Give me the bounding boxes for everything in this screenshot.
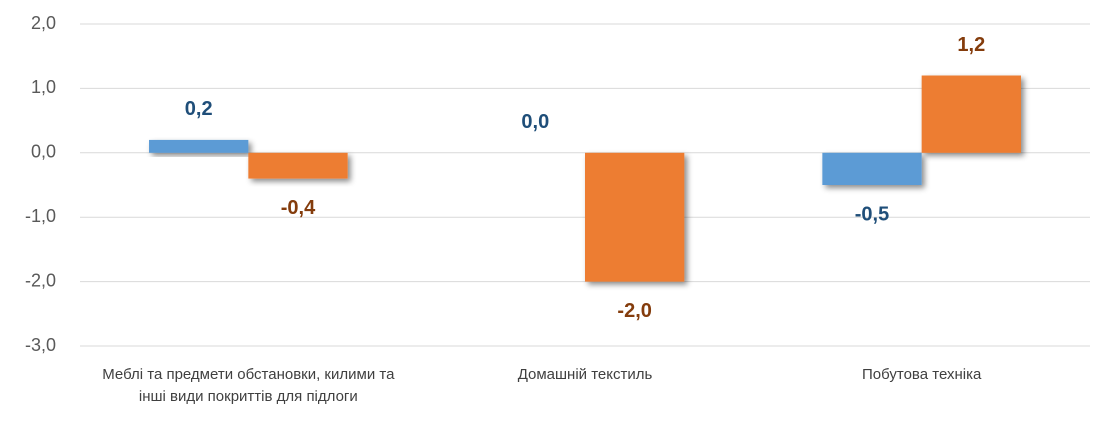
data-label: 0,0 [521, 111, 549, 133]
data-label: 0,2 [185, 98, 213, 120]
bar [149, 139, 249, 153]
bar [822, 152, 922, 185]
bar [921, 75, 1021, 153]
y-tick-label: 1,0 [31, 77, 56, 97]
y-tick-label: -2,0 [25, 270, 56, 290]
x-tick-label: Домашній текстиль [517, 366, 653, 383]
data-label: 1,2 [957, 34, 985, 56]
bar [248, 152, 348, 179]
x-tick-label: Меблі та предмети обстановки, килими та … [102, 366, 395, 405]
data-label: -2,0 [617, 300, 651, 322]
y-tick-label: 0,0 [31, 142, 56, 162]
y-tick-label: -1,0 [25, 206, 56, 226]
data-label: -0,4 [281, 197, 316, 219]
data-label: -0,5 [855, 203, 889, 225]
y-tick-label: -3,0 [25, 335, 56, 355]
y-tick-label: 2,0 [31, 13, 56, 33]
bar [585, 152, 685, 282]
x-tick-label: Побутова техніка [862, 366, 982, 383]
